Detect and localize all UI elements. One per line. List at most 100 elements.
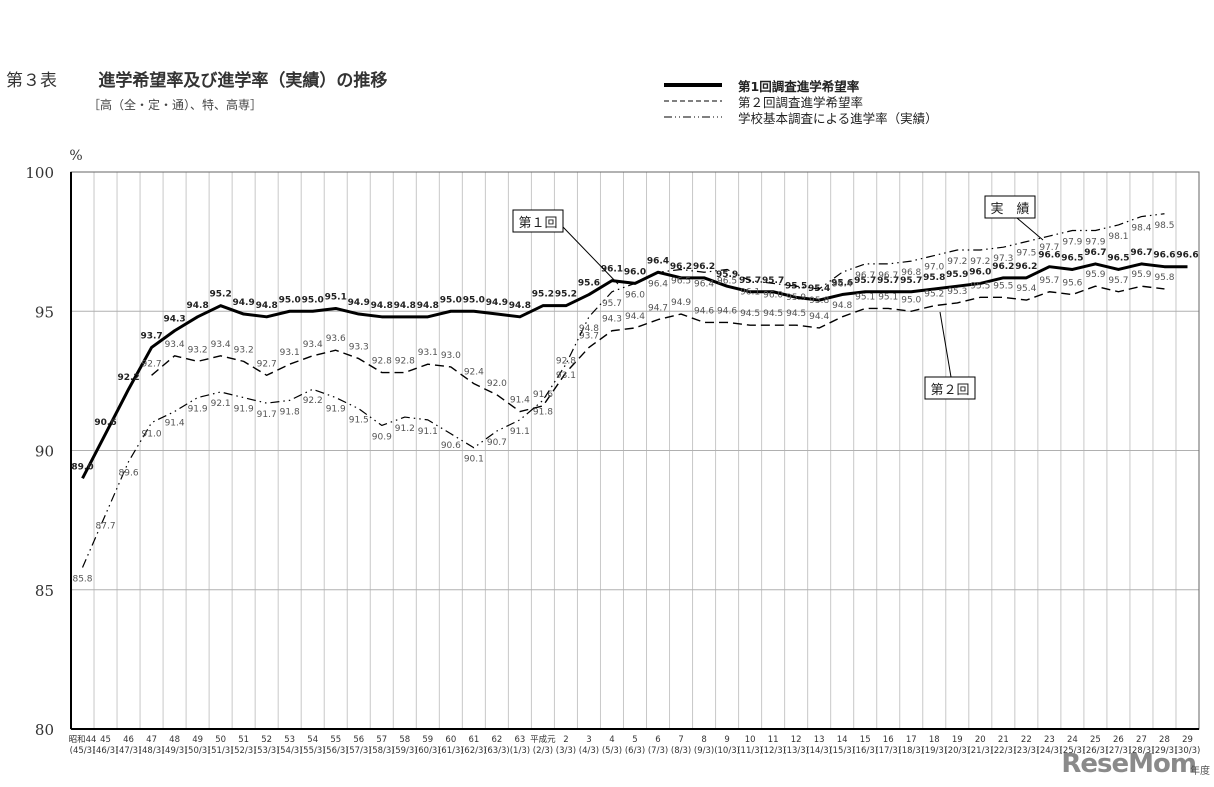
- x-tick-sublabel: (56/3): [323, 746, 349, 756]
- data-label: 95.0: [463, 295, 485, 305]
- x-tick-sublabel: (27/3): [1106, 746, 1132, 756]
- data-label: 93.2: [188, 345, 208, 355]
- data-label: 96.2: [992, 262, 1014, 272]
- x-tick-sublabel: (13/3): [783, 746, 809, 756]
- data-label: 91.4: [165, 419, 185, 429]
- x-tick-sublabel: (54/3): [277, 746, 303, 756]
- data-label: 93.0: [441, 351, 461, 361]
- data-label: 94.9: [233, 298, 255, 308]
- data-label: 93.2: [234, 345, 254, 355]
- x-tick-sublabel: (30/3): [1175, 746, 1201, 756]
- data-label: 89.0: [71, 462, 93, 472]
- x-tick-label: 54: [307, 735, 318, 745]
- legend-item-actual: 学校基本調査による進学率（実績）: [664, 109, 938, 126]
- x-tick-label: 20: [975, 735, 986, 745]
- data-label: 97.9: [1085, 237, 1105, 247]
- series-line-dash-dot: [81, 213, 1165, 568]
- data-label: 96.5: [671, 276, 691, 286]
- x-tick-sublabel: (51/3): [208, 746, 234, 756]
- data-label: 94.8: [394, 301, 416, 311]
- data-label: 95.1: [855, 292, 875, 302]
- callout-actual-box: [984, 195, 1036, 219]
- y-tick-label: 100: [25, 164, 54, 182]
- x-tick-sublabel: (61/3): [438, 746, 464, 756]
- data-label: 93.7: [579, 331, 599, 341]
- data-label: 95.3: [947, 287, 967, 297]
- x-tick-label: 17: [906, 735, 917, 745]
- data-label: 94.8: [417, 301, 439, 311]
- x-tick-label: 6: [655, 735, 660, 745]
- x-tick-sublabel: (19/3): [921, 746, 947, 756]
- y-tick-label: 90: [35, 443, 54, 461]
- data-label: 95.7: [1039, 276, 1059, 286]
- data-label: 96.5: [1061, 253, 1083, 263]
- data-label: 96.7: [878, 271, 898, 281]
- x-tick-sublabel: (5/3): [602, 746, 622, 756]
- data-label: 94.7: [648, 304, 668, 314]
- data-label: 96.2: [670, 262, 692, 272]
- data-label: 92.7: [257, 359, 277, 369]
- data-label: 85.8: [72, 574, 92, 584]
- x-tick-label: 25: [1090, 735, 1101, 745]
- data-label: 93.3: [349, 343, 369, 353]
- x-tick-sublabel: (24/3): [1037, 746, 1063, 756]
- data-label: 93.1: [280, 348, 300, 358]
- x-tick-label: 27: [1136, 735, 1147, 745]
- data-label: 94.9: [486, 298, 508, 308]
- data-label: 96.6: [1176, 251, 1198, 261]
- x-tick-sublabel: (26/3): [1083, 746, 1109, 756]
- data-label: 92.8: [372, 357, 392, 367]
- data-label: 90.6: [441, 441, 461, 451]
- x-tick-sublabel: (62/3): [461, 746, 487, 756]
- data-label: 95.9: [716, 270, 738, 280]
- x-tick-label: 51: [238, 735, 249, 745]
- data-label: 97.3: [993, 254, 1013, 264]
- data-label: 91.0: [142, 430, 162, 440]
- x-tick-label: 50: [215, 735, 226, 745]
- data-label: 94.3: [163, 315, 185, 325]
- data-label: 94.6: [717, 306, 737, 316]
- x-tick-label: 24: [1067, 735, 1078, 745]
- data-label: 96.2: [1015, 262, 1037, 272]
- data-label: 97.5: [1016, 249, 1036, 259]
- y-tick-label: 85: [35, 582, 54, 600]
- x-tick-label: 53: [284, 735, 295, 745]
- data-label: 91.4: [510, 396, 530, 406]
- data-label: 96.7: [855, 271, 875, 281]
- data-label: 91.8: [533, 407, 553, 417]
- table-number: 第３表: [6, 71, 57, 91]
- data-label: 93.4: [303, 340, 323, 350]
- x-tick-label: 23: [1044, 735, 1055, 745]
- data-label: 95.1: [325, 292, 347, 302]
- x-tick-label: 19: [952, 735, 963, 745]
- callout-first-label: 第１回: [518, 216, 557, 231]
- data-label: 94.8: [371, 301, 393, 311]
- x-tick-label: 昭和44: [69, 735, 97, 745]
- data-label: 91.8: [280, 407, 300, 417]
- data-label: 91.9: [326, 405, 346, 415]
- data-label: 95.7: [900, 276, 922, 286]
- data-label: 93.6: [326, 334, 346, 344]
- data-label: 95.2: [210, 290, 232, 300]
- x-tick-sublabel: (50/3): [185, 746, 211, 756]
- callout-first-box: [512, 209, 564, 233]
- data-label: 96.0: [969, 267, 991, 277]
- x-tick-label: 14: [837, 735, 848, 745]
- x-tick-label: 7: [678, 735, 683, 745]
- data-label: 90.7: [487, 438, 507, 448]
- data-label: 95.6: [578, 279, 600, 289]
- x-tick-sublabel: (58/3): [369, 746, 395, 756]
- data-label: 93.4: [165, 340, 185, 350]
- callout-second-label: 第２回: [930, 383, 969, 398]
- x-tick-label: 47: [146, 735, 157, 745]
- x-tick-label: 29: [1182, 735, 1193, 745]
- x-tick-sublabel: (9/3): [694, 746, 714, 756]
- data-label: 95.0: [302, 295, 324, 305]
- data-label: 96.4: [694, 279, 714, 289]
- data-label: 96.5: [717, 276, 737, 286]
- x-tick-sublabel: (57/3): [346, 746, 372, 756]
- x-tick-label: 15: [860, 735, 871, 745]
- callout-actual-pointer: [1016, 217, 1044, 241]
- data-label: 95.9: [946, 270, 968, 280]
- data-label: 92.0: [487, 379, 507, 389]
